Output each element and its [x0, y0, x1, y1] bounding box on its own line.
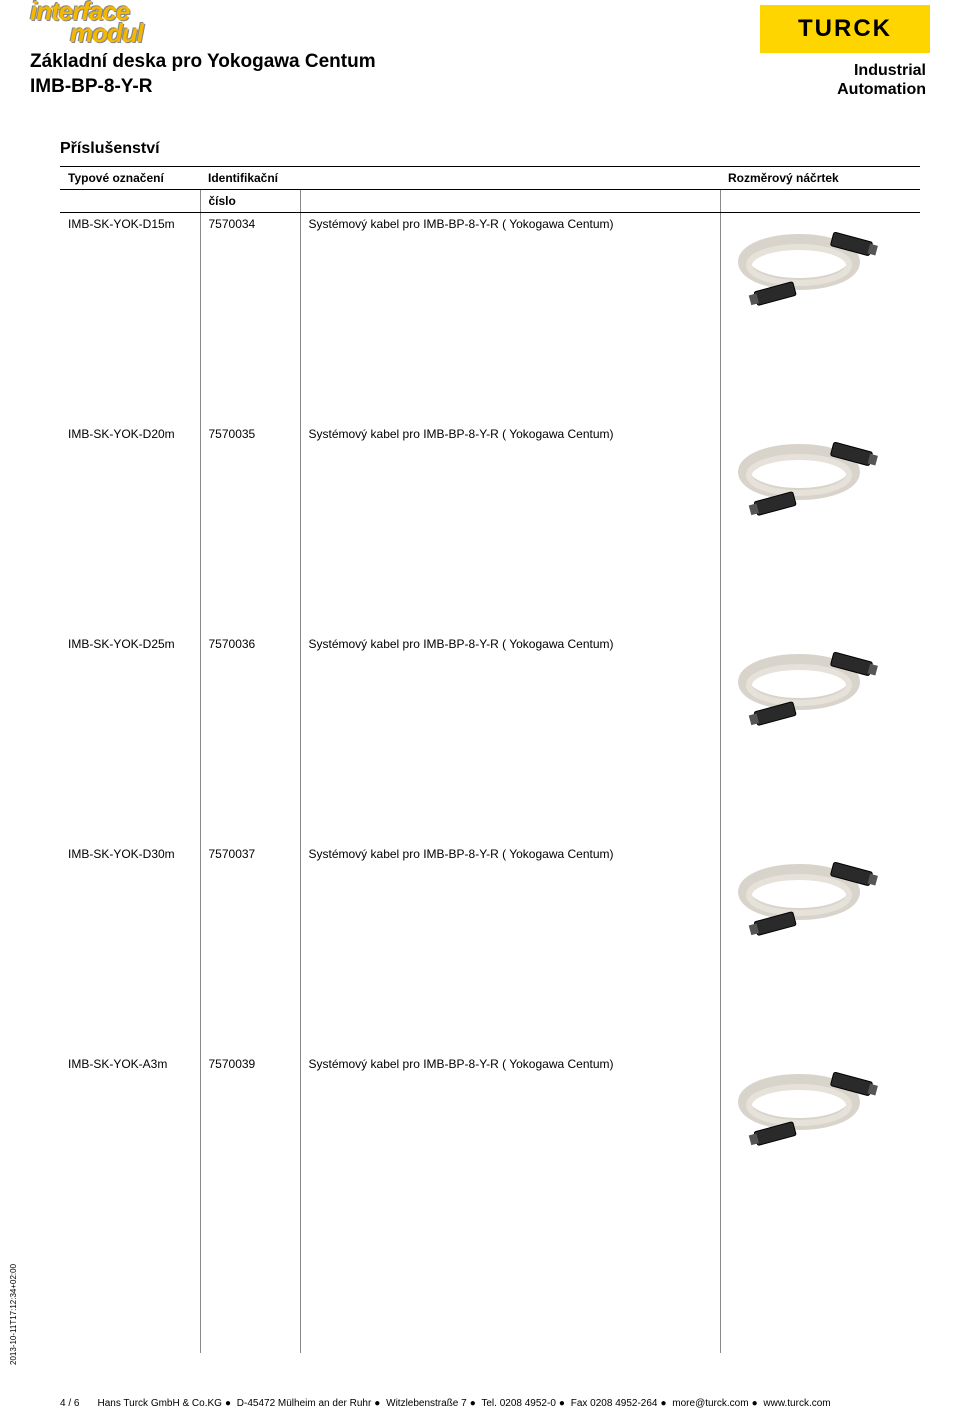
- table-header-row: Typové označení Identifikační Rozměrový …: [60, 167, 920, 190]
- cell-id: 7570037: [200, 843, 300, 1053]
- cell-drawing: [720, 423, 920, 633]
- th-id: Identifikační: [200, 167, 300, 190]
- th-id-line2: číslo: [200, 190, 300, 213]
- cell-drawing: [720, 633, 920, 843]
- section-heading: Příslušenství: [60, 140, 920, 158]
- title-line1: Základní deska pro Yokogawa Centum: [30, 50, 376, 75]
- cable-image: [729, 427, 889, 537]
- table-row: IMB-SK-YOK-D25m 7570036 Systémový kabel …: [60, 633, 920, 843]
- table-row: IMB-SK-YOK-A3m 7570039 Systémový kabel p…: [60, 1053, 920, 1353]
- cable-image: [729, 637, 889, 747]
- page-header: interface modul Základní deska pro Yokog…: [0, 0, 960, 100]
- page-title: Základní deska pro Yokogawa Centum IMB-B…: [30, 50, 376, 99]
- cable-image: [729, 847, 889, 957]
- cell-desc: Systémový kabel pro IMB-BP-8-Y-R ( Yokog…: [300, 633, 720, 843]
- cell-drawing: [720, 213, 920, 423]
- table-row: IMB-SK-YOK-D20m 7570035 Systémový kabel …: [60, 423, 920, 633]
- title-line2: IMB-BP-8-Y-R: [30, 75, 376, 100]
- cable-image: [729, 217, 889, 327]
- content-area: Příslušenství Typové označení Identifika…: [0, 100, 960, 1353]
- th-drawing: Rozměrový náčrtek: [720, 167, 920, 190]
- turck-logo: TURCK Industrial Automation: [760, 5, 930, 99]
- turck-subtitle: Industrial Automation: [760, 53, 930, 99]
- cell-desc: Systémový kabel pro IMB-BP-8-Y-R ( Yokog…: [300, 843, 720, 1053]
- cable-image: [729, 1057, 889, 1167]
- th-type: Typové označení: [60, 167, 200, 190]
- cell-drawing: [720, 843, 920, 1053]
- cell-desc: Systémový kabel pro IMB-BP-8-Y-R ( Yokog…: [300, 423, 720, 633]
- cell-type: IMB-SK-YOK-D30m: [60, 843, 200, 1053]
- timestamp-side: 2013-10-11T17:12:34+02:00: [9, 1264, 18, 1365]
- th-desc: [300, 167, 720, 190]
- cell-type: IMB-SK-YOK-A3m: [60, 1053, 200, 1353]
- turck-brand: TURCK: [760, 5, 930, 53]
- cell-id: 7570035: [200, 423, 300, 633]
- cell-id: 7570039: [200, 1053, 300, 1353]
- cell-id: 7570034: [200, 213, 300, 423]
- accessories-table: Typové označení Identifikační Rozměrový …: [60, 166, 920, 1353]
- cell-drawing: [720, 1053, 920, 1353]
- interface-modul-logo: interface modul: [30, 0, 143, 44]
- cell-type: IMB-SK-YOK-D20m: [60, 423, 200, 633]
- cell-type: IMB-SK-YOK-D25m: [60, 633, 200, 843]
- page-number: 4 / 6: [60, 1398, 79, 1409]
- footer-text: Hans Turck GmbH & Co.KG● D-45472 Mülheim…: [97, 1398, 830, 1409]
- cell-type: IMB-SK-YOK-D15m: [60, 213, 200, 423]
- cell-desc: Systémový kabel pro IMB-BP-8-Y-R ( Yokog…: [300, 213, 720, 423]
- table-row: IMB-SK-YOK-D15m 7570034 Systémový kabel …: [60, 213, 920, 423]
- page-footer: 4 / 6 Hans Turck GmbH & Co.KG● D-45472 M…: [60, 1398, 920, 1409]
- cell-id: 7570036: [200, 633, 300, 843]
- cell-desc: Systémový kabel pro IMB-BP-8-Y-R ( Yokog…: [300, 1053, 720, 1353]
- table-row: IMB-SK-YOK-D30m 7570037 Systémový kabel …: [60, 843, 920, 1053]
- table-header-row2: číslo: [60, 190, 920, 213]
